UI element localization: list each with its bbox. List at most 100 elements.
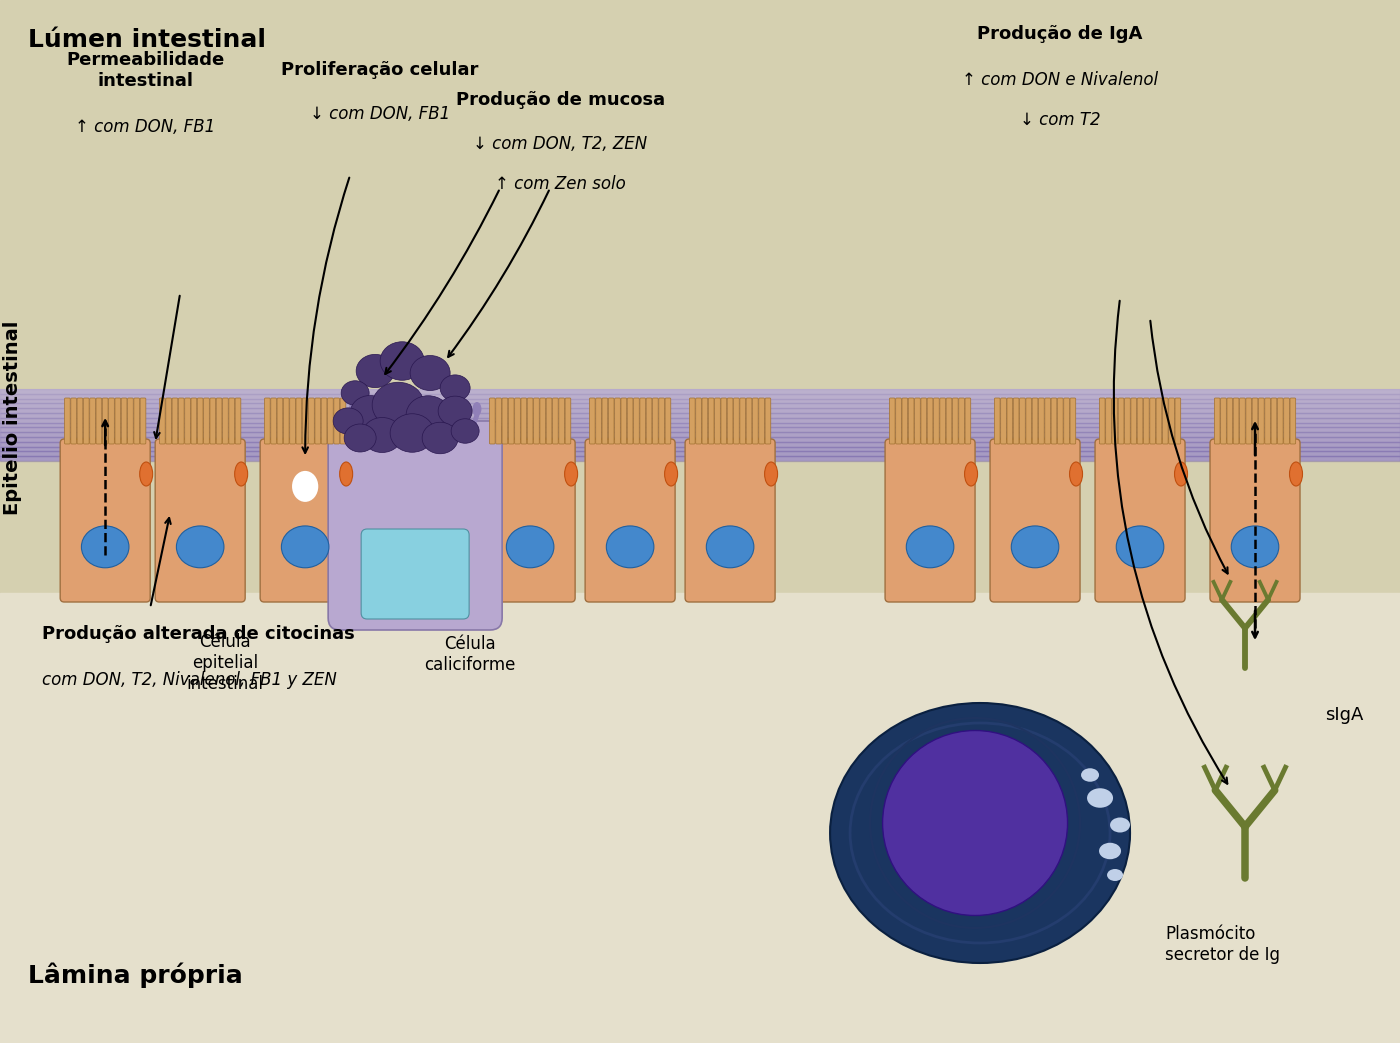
FancyBboxPatch shape: [134, 398, 140, 444]
FancyBboxPatch shape: [490, 398, 496, 444]
FancyBboxPatch shape: [185, 398, 190, 444]
FancyBboxPatch shape: [1226, 398, 1232, 444]
Text: ↑ com DON, FB1: ↑ com DON, FB1: [76, 118, 216, 136]
FancyBboxPatch shape: [140, 398, 146, 444]
FancyBboxPatch shape: [235, 398, 241, 444]
FancyBboxPatch shape: [759, 398, 764, 444]
FancyBboxPatch shape: [734, 398, 739, 444]
Ellipse shape: [1116, 526, 1163, 567]
Text: Produção de IgA: Produção de IgA: [977, 25, 1142, 43]
Ellipse shape: [281, 526, 329, 567]
FancyBboxPatch shape: [328, 421, 503, 630]
FancyBboxPatch shape: [1271, 398, 1277, 444]
Ellipse shape: [1231, 526, 1278, 567]
FancyBboxPatch shape: [902, 398, 907, 444]
Ellipse shape: [1070, 462, 1082, 486]
FancyBboxPatch shape: [1156, 398, 1162, 444]
Ellipse shape: [564, 462, 578, 486]
Ellipse shape: [1175, 462, 1187, 486]
FancyBboxPatch shape: [228, 398, 235, 444]
Ellipse shape: [367, 398, 377, 412]
Text: Célula
caliciforme: Célula caliciforme: [424, 635, 515, 674]
FancyBboxPatch shape: [64, 398, 70, 444]
FancyBboxPatch shape: [1119, 398, 1124, 444]
FancyBboxPatch shape: [721, 398, 727, 444]
FancyBboxPatch shape: [665, 398, 671, 444]
FancyBboxPatch shape: [921, 398, 927, 444]
FancyBboxPatch shape: [1144, 398, 1149, 444]
FancyBboxPatch shape: [1039, 398, 1044, 444]
FancyBboxPatch shape: [927, 398, 932, 444]
Ellipse shape: [830, 703, 1130, 963]
FancyBboxPatch shape: [1252, 398, 1257, 444]
Ellipse shape: [440, 374, 470, 402]
Ellipse shape: [372, 382, 424, 428]
FancyBboxPatch shape: [627, 398, 633, 444]
Ellipse shape: [472, 402, 482, 416]
FancyBboxPatch shape: [315, 398, 321, 444]
FancyBboxPatch shape: [210, 398, 216, 444]
FancyBboxPatch shape: [1175, 398, 1180, 444]
FancyBboxPatch shape: [934, 398, 939, 444]
FancyBboxPatch shape: [515, 398, 521, 444]
FancyBboxPatch shape: [122, 398, 127, 444]
FancyBboxPatch shape: [216, 398, 223, 444]
FancyBboxPatch shape: [109, 398, 115, 444]
Ellipse shape: [1086, 789, 1113, 807]
FancyBboxPatch shape: [1264, 398, 1270, 444]
Bar: [0, 418, 1400, 422]
Ellipse shape: [507, 526, 554, 567]
FancyBboxPatch shape: [885, 439, 974, 602]
FancyBboxPatch shape: [290, 398, 295, 444]
Text: ↓ com DON, T2, ZEN: ↓ com DON, T2, ZEN: [473, 135, 647, 153]
Bar: [0, 389, 1400, 394]
Ellipse shape: [293, 470, 318, 502]
FancyBboxPatch shape: [708, 398, 714, 444]
FancyBboxPatch shape: [959, 398, 965, 444]
FancyBboxPatch shape: [1137, 398, 1142, 444]
Text: ↓ com T2: ↓ com T2: [1019, 111, 1100, 129]
FancyBboxPatch shape: [766, 398, 771, 444]
FancyBboxPatch shape: [1026, 398, 1032, 444]
FancyBboxPatch shape: [647, 398, 652, 444]
Ellipse shape: [344, 425, 377, 452]
Ellipse shape: [1110, 818, 1130, 832]
Ellipse shape: [406, 395, 451, 434]
FancyBboxPatch shape: [178, 398, 183, 444]
Text: Epitelio intestinal: Epitelio intestinal: [3, 321, 21, 515]
FancyBboxPatch shape: [77, 398, 83, 444]
Text: Plasmócito
secretor de Ig: Plasmócito secretor de Ig: [1165, 925, 1280, 964]
Text: ↓ com DON, FB1: ↓ com DON, FB1: [309, 105, 451, 123]
FancyBboxPatch shape: [521, 398, 526, 444]
FancyBboxPatch shape: [1064, 398, 1070, 444]
Bar: [0, 456, 1400, 461]
FancyBboxPatch shape: [308, 398, 314, 444]
FancyBboxPatch shape: [965, 398, 970, 444]
FancyBboxPatch shape: [1014, 398, 1019, 444]
Ellipse shape: [176, 526, 224, 567]
Ellipse shape: [1289, 462, 1302, 486]
FancyBboxPatch shape: [333, 398, 340, 444]
Ellipse shape: [606, 526, 654, 567]
FancyBboxPatch shape: [602, 398, 608, 444]
Ellipse shape: [454, 398, 463, 412]
Bar: [0, 398, 1400, 404]
FancyBboxPatch shape: [528, 398, 533, 444]
FancyBboxPatch shape: [127, 398, 133, 444]
Ellipse shape: [965, 462, 977, 486]
Ellipse shape: [349, 402, 358, 416]
FancyBboxPatch shape: [1019, 398, 1025, 444]
FancyBboxPatch shape: [165, 398, 171, 444]
Ellipse shape: [438, 396, 472, 426]
FancyBboxPatch shape: [172, 398, 178, 444]
Ellipse shape: [451, 418, 479, 443]
Ellipse shape: [1099, 843, 1121, 859]
FancyBboxPatch shape: [203, 398, 210, 444]
Bar: [0, 432, 1400, 437]
Bar: [0, 437, 1400, 442]
FancyBboxPatch shape: [71, 398, 77, 444]
FancyBboxPatch shape: [615, 398, 620, 444]
FancyBboxPatch shape: [1259, 398, 1264, 444]
FancyBboxPatch shape: [994, 398, 1000, 444]
FancyBboxPatch shape: [1095, 439, 1184, 602]
